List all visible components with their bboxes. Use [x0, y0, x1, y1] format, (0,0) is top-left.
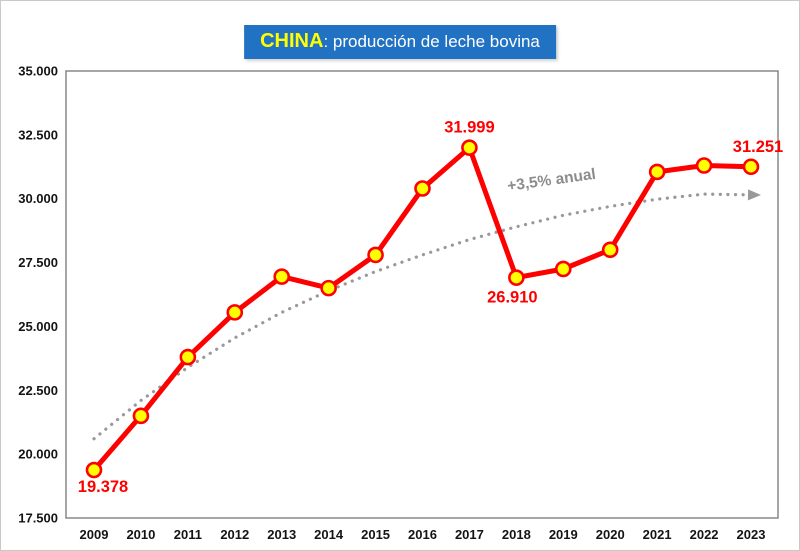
svg-text:2019: 2019: [549, 527, 578, 542]
svg-text:2022: 2022: [690, 527, 719, 542]
svg-text:31.999: 31.999: [444, 119, 494, 137]
svg-text:19.378: 19.378: [78, 478, 128, 496]
svg-text:2010: 2010: [126, 527, 155, 542]
trend-line: [92, 192, 753, 441]
svg-text:27.500: 27.500: [18, 255, 58, 270]
trend-arrowhead: [747, 189, 761, 201]
svg-text:17.500: 17.500: [18, 511, 58, 526]
svg-text:2009: 2009: [80, 527, 109, 542]
svg-text:32.500: 32.500: [18, 127, 58, 142]
plot-area-border: [65, 70, 779, 519]
svg-text:2021: 2021: [643, 527, 672, 542]
point-value-labels: 19.378 31.999 26.910 31.251: [78, 119, 783, 496]
svg-text:25.000: 25.000: [18, 319, 58, 334]
svg-text:31.251: 31.251: [733, 138, 783, 156]
chart-title-highlight: CHINA: [260, 30, 324, 52]
svg-text:22.500: 22.500: [18, 383, 58, 398]
x-axis-labels: 2009 2010 2011 2012 2013 2014 2015 2016 2017 2018…: [80, 527, 766, 542]
chart-title-banner: CHINA: producción de leche bovina: [244, 25, 556, 59]
svg-text:2020: 2020: [596, 527, 625, 542]
svg-text:30.000: 30.000: [18, 191, 58, 206]
chart-title-text: : producción de leche bovina: [323, 32, 540, 51]
y-axis-labels: 35.000 32.500 30.000 27.500 25.000 22.500 20.0…: [18, 64, 58, 526]
svg-text:2011: 2011: [174, 527, 202, 542]
svg-text:2014: 2014: [314, 527, 344, 542]
svg-text:2016: 2016: [408, 527, 437, 542]
main-series-markers: [85, 139, 760, 479]
svg-text:35.000: 35.000: [18, 64, 58, 79]
svg-text:2017: 2017: [455, 527, 484, 542]
svg-text:20.000: 20.000: [18, 447, 58, 462]
svg-text:26.910: 26.910: [487, 289, 537, 307]
svg-text:2023: 2023: [737, 527, 766, 542]
svg-text:2015: 2015: [361, 527, 390, 542]
svg-text:2018: 2018: [502, 527, 531, 542]
svg-text:2012: 2012: [220, 527, 249, 542]
svg-text:2013: 2013: [267, 527, 296, 542]
